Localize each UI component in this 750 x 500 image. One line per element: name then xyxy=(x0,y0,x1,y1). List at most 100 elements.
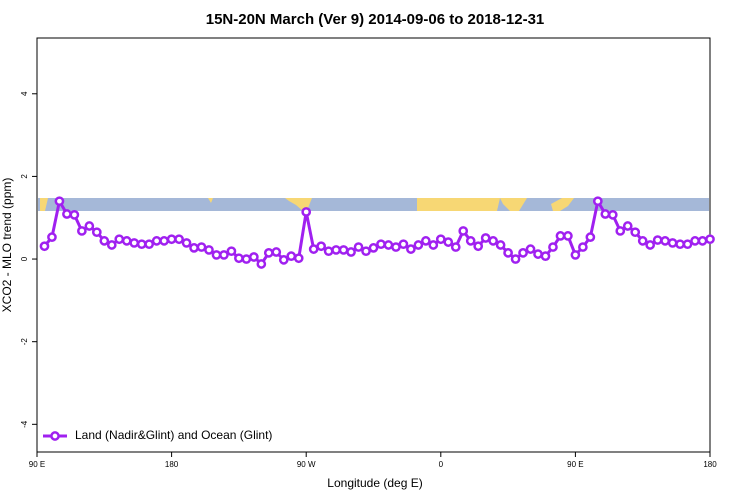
data-point xyxy=(249,252,259,262)
data-point xyxy=(241,254,252,264)
data-point xyxy=(368,243,379,253)
data-point xyxy=(458,226,469,236)
data-point xyxy=(383,240,394,250)
data-point xyxy=(234,253,244,264)
data-point xyxy=(189,243,199,253)
data-point xyxy=(435,234,446,245)
data-point xyxy=(114,234,125,245)
data-point xyxy=(488,236,498,246)
data-point xyxy=(630,227,641,238)
data-point xyxy=(346,247,356,257)
data-point xyxy=(450,242,461,252)
map-strip xyxy=(38,198,709,211)
y-tick-label: 4 xyxy=(20,91,29,96)
data-point xyxy=(62,209,72,219)
data-point xyxy=(578,242,588,252)
legend-swatch-marker xyxy=(50,431,60,441)
data-point xyxy=(166,234,177,245)
x-tick-label: 90 W xyxy=(297,460,316,469)
data-point xyxy=(645,240,656,250)
data-point xyxy=(271,247,282,257)
x-tick-label: 90 E xyxy=(567,460,583,469)
data-point xyxy=(323,246,334,257)
data-point xyxy=(39,241,50,252)
x-tick-label: 0 xyxy=(439,460,444,469)
data-point xyxy=(361,246,371,257)
data-point xyxy=(77,226,87,236)
data-point xyxy=(256,259,267,269)
data-point xyxy=(533,249,543,259)
data-point xyxy=(106,240,117,250)
data-point xyxy=(398,239,409,250)
data-point xyxy=(540,251,551,262)
data-point xyxy=(353,242,364,252)
data-point xyxy=(705,234,715,245)
data-point xyxy=(660,236,670,246)
data-point xyxy=(181,238,192,248)
data-point xyxy=(473,241,484,252)
data-point xyxy=(503,248,513,258)
data-point xyxy=(99,236,110,246)
data-point xyxy=(652,235,663,245)
y-tick-label: 2 xyxy=(20,174,29,179)
data-point xyxy=(263,248,274,258)
data-point xyxy=(293,253,304,264)
legend-item: Land (Nadir&Glint) and Ocean (Glint) xyxy=(43,428,272,442)
data-point xyxy=(690,236,700,246)
data-point xyxy=(47,232,57,242)
data-point xyxy=(69,209,80,220)
data-point xyxy=(622,221,633,231)
data-point xyxy=(159,236,169,246)
x-tick-label: 180 xyxy=(703,460,717,469)
data-point xyxy=(548,242,558,252)
data-point xyxy=(697,236,708,246)
data-point xyxy=(151,236,162,246)
data-point xyxy=(518,248,528,258)
data-point xyxy=(144,239,155,250)
data-point xyxy=(308,244,319,254)
data-point xyxy=(667,238,678,248)
data-point xyxy=(211,250,222,260)
data-point xyxy=(600,209,611,219)
data-point xyxy=(121,236,132,246)
data-point xyxy=(54,196,65,207)
data-point xyxy=(585,232,596,242)
data-point xyxy=(675,239,685,250)
data-point xyxy=(219,250,229,260)
data-point xyxy=(443,237,454,247)
data-point xyxy=(278,255,289,265)
data-point xyxy=(301,207,312,217)
data-point xyxy=(129,238,140,248)
data-point xyxy=(570,250,581,260)
data-point xyxy=(391,242,401,252)
x-tick-label: 180 xyxy=(165,460,179,469)
y-axis-label: XCO2 - MLO trend (ppm) xyxy=(0,178,14,313)
chart-title: 15N-20N March (Ver 9) 2014-09-06 to 2018… xyxy=(206,11,545,28)
data-point xyxy=(495,240,506,250)
data-point xyxy=(563,231,573,241)
plot-frame xyxy=(36,37,711,453)
data-point xyxy=(615,226,626,236)
data-point xyxy=(510,254,521,264)
data-point xyxy=(316,241,327,252)
data-point xyxy=(331,245,341,255)
y-tick-label: -4 xyxy=(20,420,29,428)
data-point xyxy=(286,251,297,262)
y-tick-label: -2 xyxy=(20,338,29,346)
data-point xyxy=(592,196,603,207)
data-point xyxy=(174,234,184,245)
data-point xyxy=(84,221,95,231)
y-tick-label: 0 xyxy=(20,256,29,261)
data-point xyxy=(406,244,416,254)
data-point xyxy=(420,236,431,246)
data-point xyxy=(555,231,566,241)
data-point xyxy=(525,244,536,254)
data-point xyxy=(196,242,207,252)
data-point xyxy=(428,240,439,250)
x-axis-label: Longitude (deg E) xyxy=(327,476,422,490)
data-point xyxy=(376,239,386,250)
data-point xyxy=(226,246,237,257)
data-point xyxy=(338,245,349,255)
data-point xyxy=(204,245,214,255)
